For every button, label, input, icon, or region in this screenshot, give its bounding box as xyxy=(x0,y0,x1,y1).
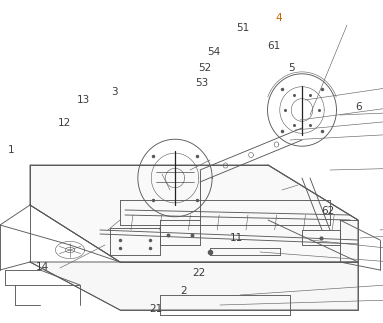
Text: 6: 6 xyxy=(355,102,362,111)
Polygon shape xyxy=(30,262,358,310)
Text: 22: 22 xyxy=(192,268,205,278)
Text: 11: 11 xyxy=(230,234,243,243)
Polygon shape xyxy=(30,165,358,262)
Text: 21: 21 xyxy=(150,305,163,314)
Text: 52: 52 xyxy=(198,63,211,73)
Text: 62: 62 xyxy=(321,206,334,215)
Text: 1: 1 xyxy=(7,145,14,155)
Text: 4: 4 xyxy=(275,13,282,23)
Text: 14: 14 xyxy=(36,263,49,272)
Text: 5: 5 xyxy=(288,63,295,73)
Text: 2: 2 xyxy=(180,287,187,296)
Text: 12: 12 xyxy=(58,119,71,128)
Text: 13: 13 xyxy=(77,95,90,105)
Text: 3: 3 xyxy=(111,87,118,97)
Text: 54: 54 xyxy=(207,47,220,57)
Text: 51: 51 xyxy=(237,24,250,33)
Text: 61: 61 xyxy=(267,41,280,51)
Text: 53: 53 xyxy=(196,78,209,88)
